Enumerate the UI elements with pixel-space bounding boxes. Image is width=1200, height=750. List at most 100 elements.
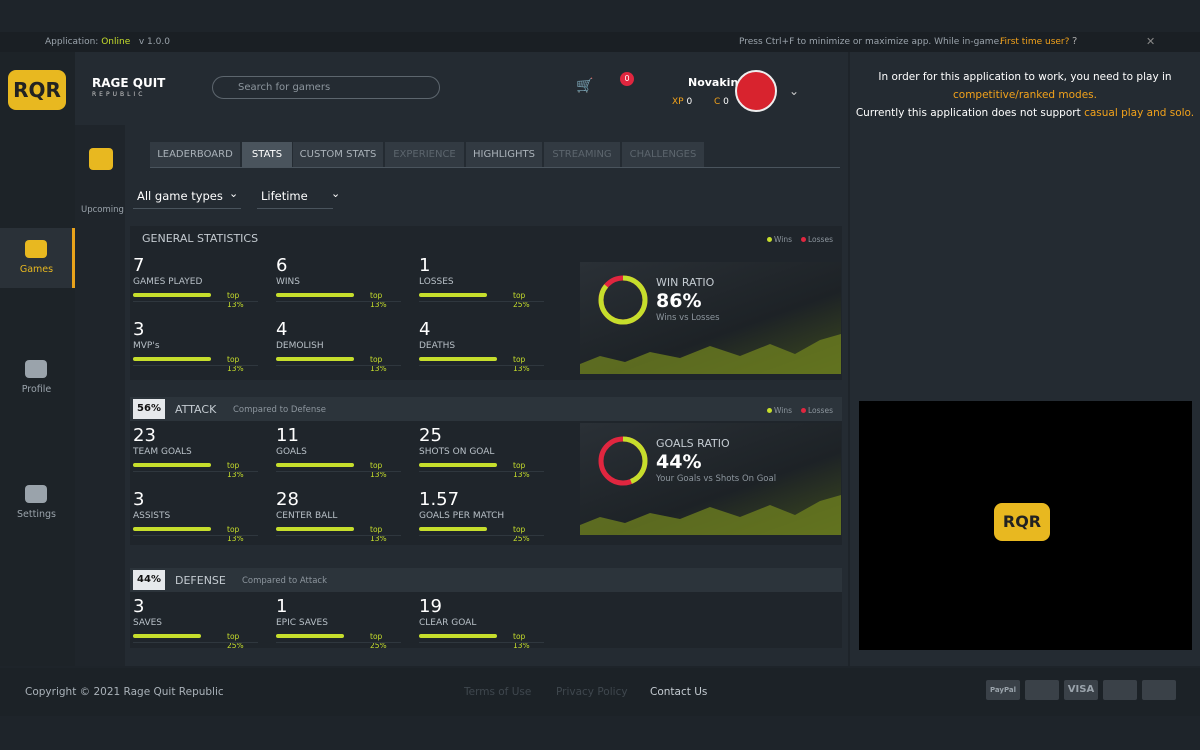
ratio-subtitle: Wins vs Losses [656, 313, 720, 323]
c-label: C [714, 97, 721, 107]
stat-bar [419, 634, 497, 638]
stat-value: 3 [133, 319, 145, 340]
first-time-link[interactable]: First time user? [1000, 37, 1070, 47]
stat-bar [419, 463, 497, 467]
filter-caret[interactable]: ⌄ [331, 187, 341, 200]
filter-dropdown[interactable]: All game types [137, 189, 223, 203]
stat-rank: top 25% [513, 291, 530, 309]
tab[interactable]: CHALLENGES [622, 142, 704, 168]
stat-rank: top 13% [227, 525, 244, 543]
stat-card: 7 GAMES PLAYED top 13% [133, 255, 258, 309]
nav-icon[interactable] [25, 360, 47, 378]
tab[interactable]: LEADERBOARD [150, 142, 240, 168]
footer-link[interactable]: Terms of Use [464, 686, 532, 698]
payment-logo [1025, 680, 1059, 700]
stat-rank: top 13% [227, 291, 244, 309]
brand-sub: REPUBLIC [92, 91, 146, 98]
stat-card: 25 SHOTS ON GOAL top 13% [419, 425, 544, 479]
stat-card: 23 TEAM GOALS top 13% [133, 425, 258, 479]
brand: RAGE QUIT [92, 76, 166, 90]
close-button[interactable]: ✕ [1146, 35, 1156, 48]
notice-text: In order for this application to work, y… [878, 71, 1172, 83]
sidebar [0, 52, 75, 666]
stat-label: SAVES [133, 618, 163, 628]
tab[interactable]: EXPERIENCE [385, 142, 464, 168]
footer-link[interactable]: Contact Us [650, 686, 708, 698]
stat-bar [276, 527, 354, 531]
stat-label: DEMOLISH [276, 341, 324, 351]
dropdown-caret[interactable]: ⌄ [789, 84, 800, 98]
stat-divider [133, 642, 258, 643]
search-box[interactable]: Search for gamers [212, 76, 440, 99]
tab[interactable]: STATS [242, 142, 292, 168]
stat-label: CENTER BALL [276, 511, 338, 521]
stat-value: 6 [276, 255, 288, 276]
app-status: Application: Online v 1.0.0 [45, 37, 170, 47]
stat-bar [419, 357, 497, 361]
ring-arc [598, 436, 648, 486]
stat-card: 4 DEATHS top 13% [419, 319, 544, 373]
notification-badge[interactable]: 0 [620, 72, 634, 86]
stat-divider [419, 471, 544, 472]
notice-highlight: competitive/ranked modes. [953, 89, 1097, 101]
stat-rank: top 25% [370, 632, 387, 650]
tab[interactable]: STREAMING [544, 142, 620, 168]
xp-label: XP [672, 97, 684, 107]
stat-value: 3 [133, 489, 145, 510]
payment-logo [1103, 680, 1137, 700]
stat-rank: top 13% [513, 461, 530, 479]
filter-caret[interactable]: ⌄ [229, 187, 239, 200]
avatar[interactable] [735, 70, 777, 112]
stat-label: SHOTS ON GOAL [419, 447, 495, 457]
cart-icon[interactable]: 🛒 [576, 78, 594, 94]
stat-card: 3 SAVES top 25% [133, 596, 258, 650]
nav-label[interactable]: Settings [17, 509, 56, 520]
stat-rank: top 13% [227, 355, 244, 373]
ratio-ring [598, 436, 648, 486]
legend-dot [767, 408, 772, 413]
stat-bar [276, 634, 344, 638]
nav-icon[interactable] [25, 240, 47, 258]
stat-divider [276, 642, 401, 643]
section-subtitle: Compared to Defense [233, 405, 326, 415]
stat-divider [276, 365, 401, 366]
stat-label: ASSISTS [133, 511, 171, 521]
stat-value: 1 [419, 255, 431, 276]
upcoming[interactable]: Upcoming [81, 205, 124, 215]
stat-label: MVP's [133, 341, 160, 351]
tab[interactable]: CUSTOM STATS [293, 142, 383, 168]
section-title: GENERAL STATISTICS [142, 232, 259, 245]
nav-icon[interactable] [25, 485, 47, 503]
stat-divider [419, 365, 544, 366]
stat-card: 11 GOALS top 13% [276, 425, 401, 479]
tab[interactable]: HIGHLIGHTS [466, 142, 542, 168]
footer-link[interactable]: Privacy Policy [556, 686, 628, 698]
stat-label: LOSSES [419, 277, 454, 287]
stat-divider [133, 471, 258, 472]
legend-dot [801, 408, 806, 413]
help[interactable]: ? [1072, 36, 1078, 47]
stat-value: 3 [133, 596, 145, 617]
game-icon[interactable] [89, 148, 113, 170]
nav-label[interactable]: Profile [21, 384, 52, 395]
stat-bar [419, 293, 487, 297]
stat-divider [276, 301, 401, 302]
ratio-value: 44% [656, 451, 702, 473]
stat-rank: top 13% [227, 461, 244, 479]
tab-underline [150, 167, 840, 168]
stat-card: 3 ASSISTS top 13% [133, 489, 258, 543]
section-title: DEFENSE [175, 574, 226, 587]
stat-value: 19 [419, 596, 442, 617]
filter-dropdown[interactable]: Lifetime [261, 189, 308, 203]
logo: RQR [8, 70, 66, 110]
copyright: Copyright © 2021 Rage Quit Republic [25, 686, 224, 698]
ratio-title: WIN RATIO [656, 276, 715, 289]
decor-area [580, 334, 841, 374]
stat-rank: top 13% [370, 525, 387, 543]
nav-label[interactable]: Games [19, 264, 54, 275]
stat-value: 1 [276, 596, 288, 617]
hint: Press Ctrl+F to minimize or maximize app… [739, 37, 1002, 47]
stat-card: 1.57 GOALS PER MATCH top 25% [419, 489, 544, 543]
decor-area [580, 495, 841, 535]
stat-rank: top 13% [370, 291, 387, 309]
